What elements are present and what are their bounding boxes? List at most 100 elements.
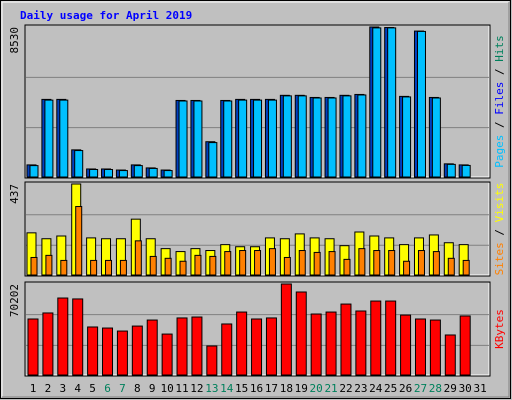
x-tick-label: 9 bbox=[149, 382, 156, 395]
bar bbox=[90, 259, 98, 276]
x-tick-label: 11 bbox=[175, 382, 188, 395]
legend: Pages / Files / Hits bbox=[493, 35, 506, 168]
bar bbox=[209, 255, 217, 276]
x-tick-label: 27 bbox=[414, 382, 427, 395]
bar bbox=[239, 250, 247, 276]
bar bbox=[176, 317, 188, 376]
x-tick-label: 20 bbox=[310, 382, 323, 395]
bar bbox=[462, 259, 470, 276]
x-tick-label: 18 bbox=[280, 382, 293, 395]
bar bbox=[133, 165, 143, 178]
bar bbox=[134, 240, 142, 276]
bar bbox=[357, 94, 367, 178]
bar bbox=[179, 260, 187, 276]
x-tick-label: 13 bbox=[205, 382, 218, 395]
bar bbox=[312, 97, 322, 178]
bar bbox=[105, 259, 113, 276]
legend-label: Sites bbox=[493, 242, 506, 275]
bar bbox=[221, 323, 233, 376]
x-tick-label: 24 bbox=[369, 382, 383, 395]
bar bbox=[416, 30, 426, 178]
bar bbox=[343, 258, 351, 276]
bar bbox=[72, 298, 84, 376]
bar bbox=[119, 259, 127, 276]
x-tick-label: 19 bbox=[295, 382, 308, 395]
bar bbox=[282, 95, 292, 178]
legend-label: Visits bbox=[493, 183, 506, 223]
bar bbox=[400, 314, 412, 376]
bar bbox=[163, 170, 173, 178]
x-tick-label: 6 bbox=[104, 382, 111, 395]
bar bbox=[42, 312, 54, 376]
bar bbox=[164, 257, 172, 276]
bar bbox=[280, 283, 292, 376]
bar bbox=[461, 164, 471, 178]
bar bbox=[342, 95, 352, 178]
bar bbox=[265, 317, 277, 376]
bar bbox=[87, 326, 99, 376]
bar bbox=[74, 150, 84, 178]
x-tick-label: 30 bbox=[459, 382, 472, 395]
bar bbox=[131, 325, 143, 376]
x-tick-label: 26 bbox=[399, 382, 412, 395]
bar bbox=[59, 99, 69, 178]
x-tick-label: 14 bbox=[220, 382, 234, 395]
bar bbox=[223, 100, 233, 178]
x-tick-label: 7 bbox=[119, 382, 126, 395]
bar bbox=[60, 259, 68, 276]
x-tick-label: 25 bbox=[384, 382, 397, 395]
x-tick-label: 15 bbox=[235, 382, 248, 395]
bar bbox=[191, 316, 203, 376]
bar bbox=[327, 97, 337, 178]
bar bbox=[310, 313, 322, 376]
x-tick-label: 29 bbox=[444, 382, 457, 395]
bar bbox=[206, 345, 218, 376]
bar bbox=[178, 100, 188, 178]
bar bbox=[417, 250, 425, 276]
bar bbox=[102, 327, 114, 376]
bar bbox=[447, 257, 455, 276]
y-tick-label: 8530 bbox=[8, 27, 21, 54]
x-tick-label: 2 bbox=[45, 382, 52, 395]
bar bbox=[313, 251, 321, 276]
legend-label: Files bbox=[493, 82, 506, 115]
bar bbox=[370, 300, 382, 376]
bar bbox=[385, 300, 397, 376]
x-tick-label: 16 bbox=[250, 382, 263, 395]
x-tick-label: 23 bbox=[354, 382, 367, 395]
bar bbox=[208, 142, 218, 178]
bar bbox=[75, 206, 83, 276]
bar bbox=[446, 163, 456, 178]
bar bbox=[148, 167, 158, 178]
bar bbox=[340, 303, 352, 376]
bar bbox=[44, 99, 54, 178]
x-tick-label: 4 bbox=[74, 382, 81, 395]
bar bbox=[254, 250, 262, 276]
x-tick-label: 22 bbox=[339, 382, 352, 395]
legend-label: Hits bbox=[493, 35, 506, 62]
legend-label: Pages bbox=[493, 135, 506, 168]
bar bbox=[459, 315, 471, 376]
legend-label: KBytes bbox=[493, 309, 506, 349]
x-tick-label: 5 bbox=[89, 382, 96, 395]
bar bbox=[253, 99, 263, 178]
bar bbox=[193, 100, 203, 178]
bar bbox=[27, 318, 39, 376]
bar bbox=[149, 255, 157, 276]
bar bbox=[57, 297, 69, 376]
bar bbox=[161, 333, 173, 376]
bar bbox=[268, 248, 276, 276]
bar bbox=[45, 254, 53, 276]
bar bbox=[251, 318, 263, 376]
chart-title: Daily usage for April 2019 bbox=[20, 9, 192, 22]
legend: KBytes bbox=[493, 309, 506, 349]
bar bbox=[267, 99, 277, 178]
bar bbox=[429, 319, 441, 376]
x-tick-label: 3 bbox=[59, 382, 66, 395]
bar bbox=[444, 334, 456, 376]
bar bbox=[355, 310, 367, 376]
